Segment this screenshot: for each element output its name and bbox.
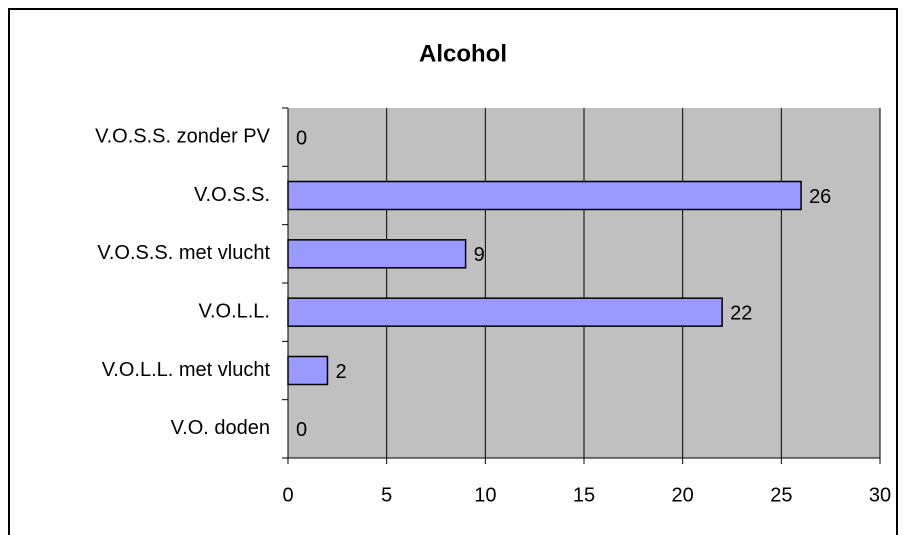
y-tick-label: V.O.L.L. met vlucht [102, 359, 271, 381]
y-tick-label: V.O.L.L. [198, 300, 270, 322]
y-tick-label: V.O.S.S. [194, 184, 270, 206]
bar [287, 355, 329, 386]
value-label: 22 [730, 302, 752, 324]
x-tick-label: 20 [672, 484, 694, 506]
x-tick-label: 5 [381, 484, 392, 506]
value-label: 2 [335, 361, 346, 383]
value-label: 26 [809, 186, 831, 208]
bar [287, 297, 723, 327]
y-tick-label: V.O.S.S. met vlucht [97, 242, 270, 264]
bar [287, 180, 802, 211]
value-label: 0 [296, 127, 307, 149]
x-tick-label: 0 [282, 484, 293, 506]
value-label: 9 [474, 244, 485, 266]
value-label: 0 [296, 419, 307, 441]
x-tick-label: 25 [770, 484, 792, 506]
bar [287, 239, 467, 269]
y-tick-label: V.O.S.S. zonder PV [95, 125, 271, 147]
y-tick-label: V.O. doden [171, 417, 270, 439]
x-tick-label: 10 [474, 484, 496, 506]
x-tick-label: 15 [573, 484, 595, 506]
chart-title: Alcohol [419, 40, 507, 67]
x-tick-label: 30 [869, 484, 891, 506]
